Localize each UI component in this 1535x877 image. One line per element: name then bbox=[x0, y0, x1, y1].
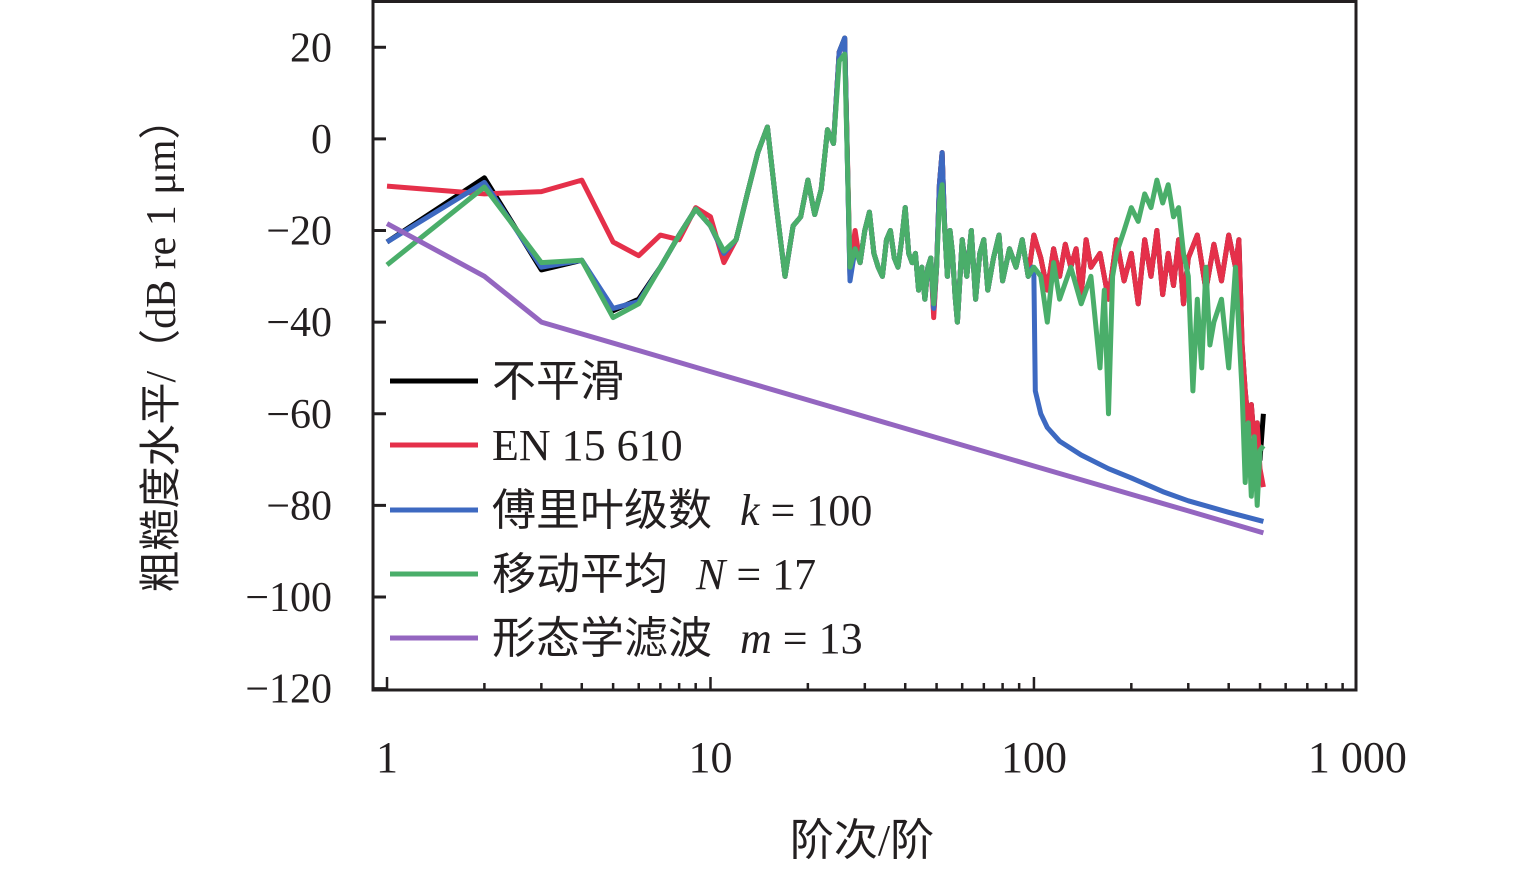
legend-name: 不平滑 bbox=[492, 357, 624, 406]
legend-name: EN 15 610 bbox=[492, 421, 683, 470]
y-tick-label: −60 bbox=[266, 392, 332, 438]
y-tick-label: −80 bbox=[266, 483, 332, 529]
x-tick-label: 1 000 bbox=[1308, 733, 1407, 782]
axis-ticks: 20 0 −20 −40 −60 −80 −100 −120 1 10 100 1 000 bbox=[245, 25, 1407, 782]
y-tick-label: 20 bbox=[290, 25, 332, 71]
legend-variable: k bbox=[740, 486, 761, 535]
y-axis-label: 粗糙度水平/（dB re 1 μm） bbox=[139, 98, 185, 593]
y-tick-label: −40 bbox=[266, 300, 332, 346]
legend-variable: N bbox=[695, 550, 728, 599]
series-line-4 bbox=[385, 221, 1265, 536]
legend: 不平滑 EN 15 610 傅里叶级数 k = 100 移动平均 N = 17 形态学滤波 m… bbox=[390, 357, 872, 663]
y-tick-label: −100 bbox=[245, 575, 332, 621]
legend-equation: = 100 bbox=[760, 486, 873, 535]
legend-label: 不平滑 bbox=[492, 357, 624, 406]
x-tick-label: 1 bbox=[376, 733, 398, 782]
legend-name: 形态学滤波 bbox=[492, 614, 712, 663]
legend-label: EN 15 610 bbox=[492, 421, 683, 470]
y-tick-label: −120 bbox=[245, 667, 332, 713]
legend-equation: = 13 bbox=[772, 614, 863, 663]
x-axis-label: 阶次/阶 bbox=[790, 816, 934, 865]
x-tick-label: 100 bbox=[1001, 733, 1067, 782]
y-tick-label: −20 bbox=[266, 209, 332, 255]
legend-label: 形态学滤波 m = 13 bbox=[492, 614, 863, 663]
x-tick-label: 10 bbox=[688, 733, 732, 782]
legend-label: 傅里叶级数 k = 100 bbox=[492, 486, 872, 535]
legend-name: 傅里叶级数 bbox=[492, 486, 712, 535]
legend-equation: = 17 bbox=[725, 550, 816, 599]
legend-label: 移动平均 N = 17 bbox=[492, 550, 816, 599]
series-line-3 bbox=[385, 51, 1266, 508]
y-tick-label: 0 bbox=[311, 117, 332, 163]
legend-name: 移动平均 bbox=[492, 550, 668, 599]
series-layer bbox=[385, 35, 1266, 536]
legend-variable: m bbox=[740, 614, 772, 663]
